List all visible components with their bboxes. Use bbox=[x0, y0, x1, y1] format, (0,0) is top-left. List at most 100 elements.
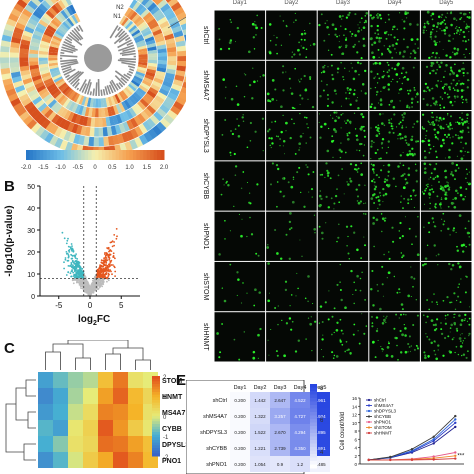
micro-cell bbox=[447, 205, 450, 208]
micro-cell bbox=[396, 80, 399, 83]
circos-cell bbox=[142, 95, 152, 105]
micro-cell bbox=[449, 66, 453, 69]
micro-cell bbox=[285, 71, 287, 73]
heatmap-cell bbox=[83, 388, 98, 404]
micro-cell bbox=[438, 120, 440, 122]
micro-cell bbox=[439, 126, 443, 130]
micro-cell bbox=[320, 72, 323, 74]
volcano-point bbox=[97, 277, 100, 280]
colorbar-step bbox=[43, 150, 48, 160]
circos-cell bbox=[148, 56, 158, 61]
circos-cell bbox=[118, 102, 126, 113]
circos-cell bbox=[159, 117, 171, 129]
volcano-point bbox=[74, 254, 77, 257]
micro-cell bbox=[463, 35, 466, 38]
volcano-point bbox=[65, 251, 68, 253]
micro-cell bbox=[434, 176, 437, 179]
micro-cell bbox=[428, 121, 430, 124]
circos-cell bbox=[93, 127, 99, 137]
micro-cell bbox=[290, 328, 293, 331]
circos-cell bbox=[34, 26, 45, 34]
micro-cell bbox=[456, 245, 458, 248]
micro-cell bbox=[448, 350, 451, 353]
micro-cell bbox=[442, 127, 445, 130]
micro-cell bbox=[439, 187, 443, 190]
micro-cell bbox=[350, 35, 353, 37]
micro-cell bbox=[441, 13, 444, 16]
micro-cell bbox=[398, 288, 401, 291]
micro-cell bbox=[444, 157, 446, 159]
circos-cell bbox=[61, 85, 71, 95]
line-y-tick-label: 6 bbox=[354, 437, 357, 442]
table-column-header: Day1 bbox=[234, 385, 247, 391]
micro-cell bbox=[229, 39, 233, 42]
micro-cell bbox=[377, 102, 380, 104]
volcano-point bbox=[75, 253, 77, 255]
micro-cell bbox=[345, 37, 347, 39]
dendrogram-branch bbox=[61, 46, 76, 53]
series-point bbox=[432, 442, 435, 445]
micro-cell bbox=[365, 202, 367, 204]
circos-cell bbox=[48, 7, 58, 17]
col-dendrogram-branch bbox=[75, 357, 91, 370]
heatmap-cell bbox=[83, 436, 98, 452]
micro-cell bbox=[225, 86, 227, 88]
micro-cell bbox=[346, 86, 349, 90]
dendrogram-branch bbox=[121, 52, 136, 57]
micro-cell bbox=[322, 70, 326, 74]
micro-cell bbox=[383, 74, 386, 77]
micro-cell bbox=[405, 142, 408, 144]
micro-cell bbox=[408, 152, 412, 156]
table-column-header: Day2 bbox=[254, 385, 267, 391]
circos-cell bbox=[33, 78, 43, 86]
micro-cell bbox=[218, 38, 221, 41]
micro-cell bbox=[249, 216, 251, 219]
circos-cell bbox=[136, 113, 146, 124]
circos-cell bbox=[2, 78, 13, 86]
table-colorbar-step bbox=[310, 408, 317, 413]
micro-cell bbox=[346, 245, 348, 247]
circos-cell bbox=[130, 128, 139, 139]
micro-cell bbox=[457, 192, 459, 194]
micro-cell bbox=[291, 200, 295, 204]
circos-cell bbox=[134, 103, 144, 113]
micro-cell bbox=[415, 180, 419, 183]
micro-cell bbox=[318, 225, 321, 228]
micro-cell bbox=[424, 82, 428, 86]
micro-cell bbox=[414, 163, 417, 165]
micro-cell bbox=[279, 138, 282, 140]
micro-cell bbox=[223, 184, 225, 186]
colorbar-step bbox=[60, 150, 65, 160]
volcano-point bbox=[111, 240, 114, 242]
circos-cell bbox=[15, 22, 26, 31]
micro-cell bbox=[427, 186, 429, 188]
micro-cell bbox=[291, 320, 294, 323]
volcano-point bbox=[104, 266, 107, 269]
table-row-label: shCYBB bbox=[206, 446, 227, 452]
circos-cell bbox=[51, 37, 61, 44]
micro-cell bbox=[458, 26, 461, 29]
circos-cell bbox=[89, 98, 94, 108]
table-cell-value: 2.647 bbox=[274, 398, 286, 403]
volcano-point bbox=[81, 285, 84, 288]
micro-cell bbox=[449, 11, 453, 15]
micro-cell bbox=[434, 205, 436, 208]
table-cell-value: 6.961 bbox=[314, 398, 326, 403]
circos-cell bbox=[174, 35, 185, 43]
circos-cell bbox=[136, 42, 147, 48]
heatmap-colorbar-tick: 1 bbox=[163, 395, 167, 401]
micro-cell bbox=[356, 149, 358, 151]
micro-cell bbox=[396, 28, 399, 31]
micro-cell bbox=[421, 126, 424, 128]
circos-cell bbox=[121, 101, 129, 111]
micro-cell bbox=[221, 287, 223, 289]
micro-cell bbox=[407, 92, 410, 95]
micro-cell bbox=[327, 98, 330, 100]
volcano-point bbox=[99, 283, 102, 286]
volcano-point bbox=[78, 271, 81, 274]
micro-cell bbox=[455, 32, 458, 34]
circos-cell bbox=[177, 55, 187, 62]
micro-cell bbox=[337, 116, 341, 119]
micro-cell bbox=[361, 271, 363, 273]
micro-cell bbox=[334, 194, 338, 198]
